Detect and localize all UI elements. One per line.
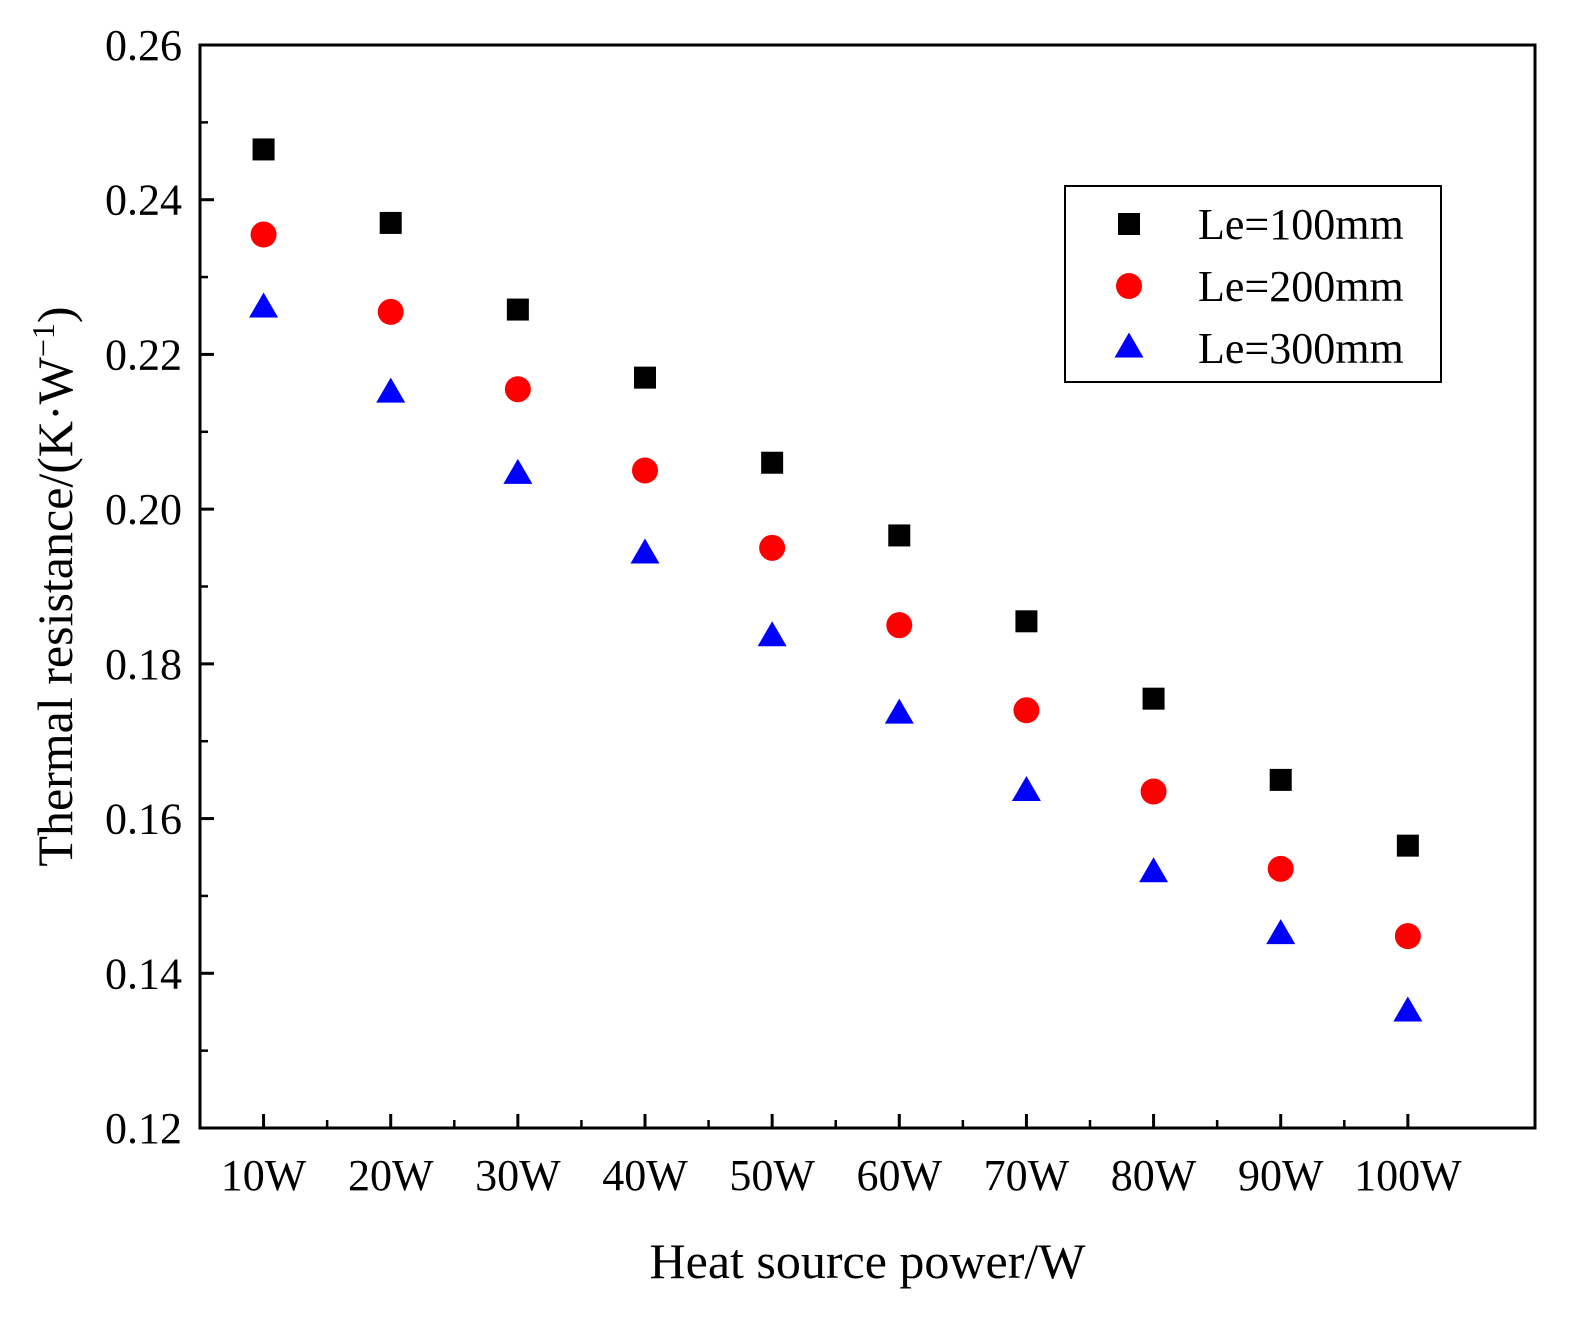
y-tick-label: 0.16	[105, 795, 182, 844]
data-point	[634, 366, 656, 389]
x-tick-label: 90W	[1238, 1151, 1324, 1200]
y-tick-label: 0.18	[105, 640, 182, 689]
ticks-layer: 0.12 0.14 0.16 0.18 0.20 0.22 0.24 0.26 10W 20W 30…	[105, 21, 1462, 1200]
data-point	[1013, 697, 1040, 724]
data-point	[252, 138, 275, 161]
legend-marker	[1118, 213, 1140, 235]
data-point	[888, 524, 911, 547]
y-tick-label: 0.22	[105, 330, 182, 379]
data-point	[1267, 855, 1294, 882]
data-point	[632, 457, 658, 484]
data-point	[1142, 687, 1165, 710]
legend-marker	[1116, 273, 1142, 299]
data-point	[884, 698, 914, 724]
y-tick-label: 0.12	[105, 1104, 182, 1153]
y-tick-label: 0.14	[105, 949, 182, 998]
y-axis-title-superscript: −1	[25, 323, 61, 357]
data-point	[1393, 996, 1423, 1022]
series-2	[250, 221, 1421, 950]
x-tick-label: 10W	[221, 1151, 307, 1200]
data-point	[761, 451, 784, 474]
series-3	[249, 292, 1423, 1022]
x-tick-label: 50W	[729, 1151, 815, 1200]
data-point	[504, 376, 531, 403]
legend-marker	[1114, 332, 1144, 358]
marks-layer	[249, 138, 1423, 1022]
data-point	[1139, 857, 1169, 883]
data-point	[630, 538, 660, 564]
data-point	[503, 458, 533, 484]
data-point	[379, 211, 402, 234]
data-point	[1269, 768, 1292, 791]
data-point	[1015, 610, 1038, 633]
legend-label: Le=300mm	[1198, 324, 1404, 373]
x-tick-label: 70W	[984, 1151, 1070, 1200]
x-tick-label: 80W	[1111, 1151, 1197, 1200]
data-point	[886, 612, 913, 639]
y-axis-title: Thermal resistance/(K·W−1)	[25, 306, 83, 866]
y-tick-label: 0.24	[105, 176, 182, 225]
data-point	[250, 221, 277, 248]
data-point	[506, 298, 529, 321]
x-axis-title: Heat source power/W	[650, 1233, 1087, 1289]
legend: Le=100mm Le=200mm Le=300mm	[1064, 185, 1442, 383]
data-point	[1011, 775, 1041, 801]
y-axis-title-main: Thermal resistance/(K·W	[27, 356, 83, 866]
y-tick-label: 0.20	[105, 485, 182, 534]
data-point	[1396, 834, 1419, 857]
data-point	[376, 377, 406, 403]
data-point	[377, 298, 404, 325]
data-point	[1140, 778, 1167, 805]
x-tick-label: 40W	[602, 1151, 688, 1200]
data-point	[1394, 923, 1421, 950]
legend-label: Le=200mm	[1198, 262, 1404, 311]
y-tick-label: 0.26	[105, 21, 182, 70]
x-tick-label: 20W	[348, 1151, 434, 1200]
series-1	[252, 138, 1419, 857]
y-axis-title-close: )	[27, 306, 83, 323]
data-point	[1266, 919, 1296, 945]
data-point	[249, 292, 279, 318]
x-tick-label: 100W	[1354, 1151, 1462, 1200]
x-tick-label: 30W	[475, 1151, 561, 1200]
x-tick-label: 60W	[857, 1151, 943, 1200]
data-point	[757, 621, 787, 647]
data-point	[759, 534, 786, 561]
legend-label: Le=100mm	[1198, 200, 1404, 249]
